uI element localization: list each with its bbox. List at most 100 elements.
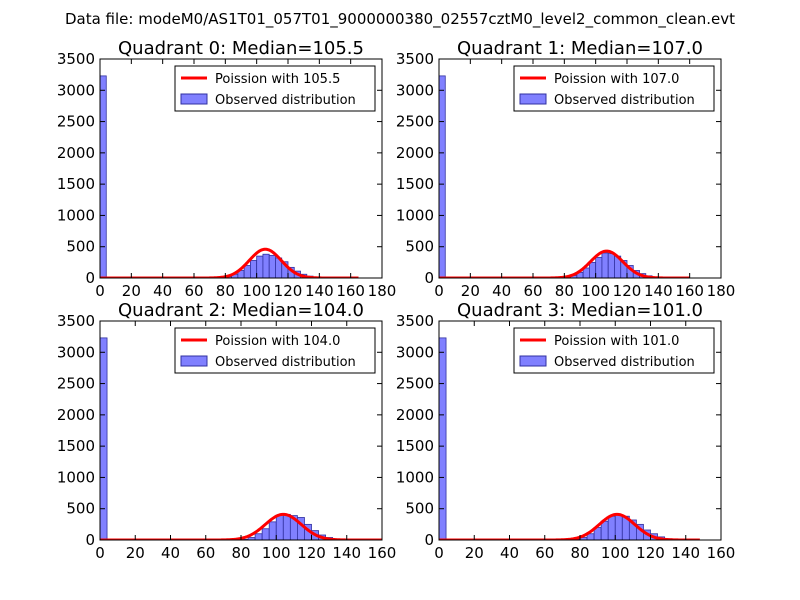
x-tick-label: 80 [570,544,589,562]
legend-bar-swatch [180,93,208,105]
x-tick-label: 100 [262,544,291,562]
histogram-bar [595,256,603,278]
legend-label-observed: Observed distribution [215,93,356,108]
y-tick-label: 1500 [57,175,95,193]
y-tick-label: 1500 [396,437,434,455]
legend-box [513,327,715,374]
x-tick-label: 60 [535,544,554,562]
plot-title: Quadrant 3: Median=101.0 [457,300,703,321]
y-tick-label: 3500 [396,50,434,68]
histogram-bar [256,255,264,278]
y-tick-label: 0 [424,531,434,549]
y-tick-label: 0 [424,269,434,287]
x-tick-label: 160 [368,544,397,562]
y-tick-label: 500 [405,238,434,256]
axes-frame [438,58,722,279]
legend-label-observed: Observed distribution [215,355,356,370]
histogram-bar [439,75,446,278]
histogram-bar [601,252,609,278]
x-tick-label: 100 [581,282,610,300]
legend-label-fit: Poission with 104.0 [215,334,340,349]
histogram-bar [600,520,609,540]
histogram-bar [439,337,447,540]
x-tick-label: 40 [500,544,519,562]
legend-label-observed: Observed distribution [554,93,695,108]
y-tick-label: 3000 [57,343,95,361]
histogram-bar [254,533,263,540]
x-tick-label: 100 [601,544,630,562]
histogram-bar [607,515,616,540]
y-tick-label: 500 [66,238,95,256]
y-tick-label: 1000 [57,468,95,486]
x-tick-label: 0 [95,282,105,300]
x-tick-label: 60 [523,282,542,300]
histogram-bar [100,75,107,278]
x-tick-label: 140 [644,282,673,300]
y-tick-label: 1000 [396,468,434,486]
y-tick-label: 2500 [57,113,95,131]
histogram-bar [268,255,276,278]
x-tick-label: 120 [274,282,303,300]
plot-title: Quadrant 0: Median=105.5 [118,38,364,59]
histogram-bar [282,513,291,540]
legend-label-fit: Poission with 101.0 [554,334,679,349]
histogram-bar [249,260,258,278]
axes-frame [99,58,383,279]
histogram-bar [275,514,284,540]
x-tick-label: 0 [434,282,444,300]
x-tick-label: 80 [555,282,574,300]
histogram-bar [614,514,623,540]
x-tick-label: 120 [636,544,665,562]
x-tick-label: 40 [492,282,511,300]
y-tick-label: 1500 [57,437,95,455]
histogram-bar [261,528,270,540]
legend-bar-swatch [519,93,547,105]
x-tick-label: 20 [126,544,145,562]
histogram-bar [607,253,615,278]
y-tick-label: 3000 [396,343,434,361]
x-tick-label: 20 [465,544,484,562]
y-tick-label: 3500 [57,312,95,330]
x-tick-label: 160 [336,282,365,300]
y-tick-label: 3500 [57,50,95,68]
x-tick-label: 20 [122,282,141,300]
histogram-bar [268,521,277,540]
x-tick-label: 180 [368,282,397,300]
histogram-bar [262,253,270,278]
x-tick-label: 80 [231,544,250,562]
x-tick-label: 120 [613,282,642,300]
x-tick-label: 0 [434,544,444,562]
legend-label-fit: Poission with 107.0 [554,72,679,87]
x-tick-label: 40 [161,544,180,562]
x-tick-label: 60 [196,544,215,562]
x-tick-label: 160 [707,544,736,562]
histogram-bar [589,261,597,278]
y-tick-label: 1000 [396,206,434,224]
x-tick-label: 140 [671,544,700,562]
legend-box [174,327,376,374]
y-tick-label: 2000 [396,144,434,162]
histogram-bar [243,265,251,278]
legend-box [174,65,376,112]
plot-title: Quadrant 2: Median=104.0 [118,300,364,321]
y-tick-label: 2500 [396,375,434,393]
figure-suptitle: Data file: modeM0/AS1T01_057T01_90000003… [65,10,735,29]
y-tick-label: 500 [405,500,434,518]
y-tick-label: 0 [85,269,95,287]
y-tick-label: 500 [66,500,95,518]
plot-title: Quadrant 1: Median=107.0 [457,38,703,59]
y-tick-label: 3000 [396,81,434,99]
x-tick-label: 160 [675,282,704,300]
y-tick-label: 2000 [396,406,434,424]
legend-box [513,65,715,112]
plot-quadrant-2: 0 20 40 60 80 100 120 140 160 0 500 1000 1500 2000 250… [57,300,397,562]
x-tick-label: 140 [332,544,361,562]
legend-bar-swatch [180,355,208,367]
plot-quadrant-1: 0 20 40 60 80 100 120 140 160 180 0 500 1000 1500 2000… [396,38,736,300]
histogram-bar [100,337,108,540]
plot-quadrant-0: 0 20 40 60 80 100 120 140 160 180 0 500 1000 1500 2000… [57,38,397,300]
y-tick-label: 3000 [57,81,95,99]
x-tick-label: 20 [461,282,480,300]
y-tick-label: 2000 [57,144,95,162]
